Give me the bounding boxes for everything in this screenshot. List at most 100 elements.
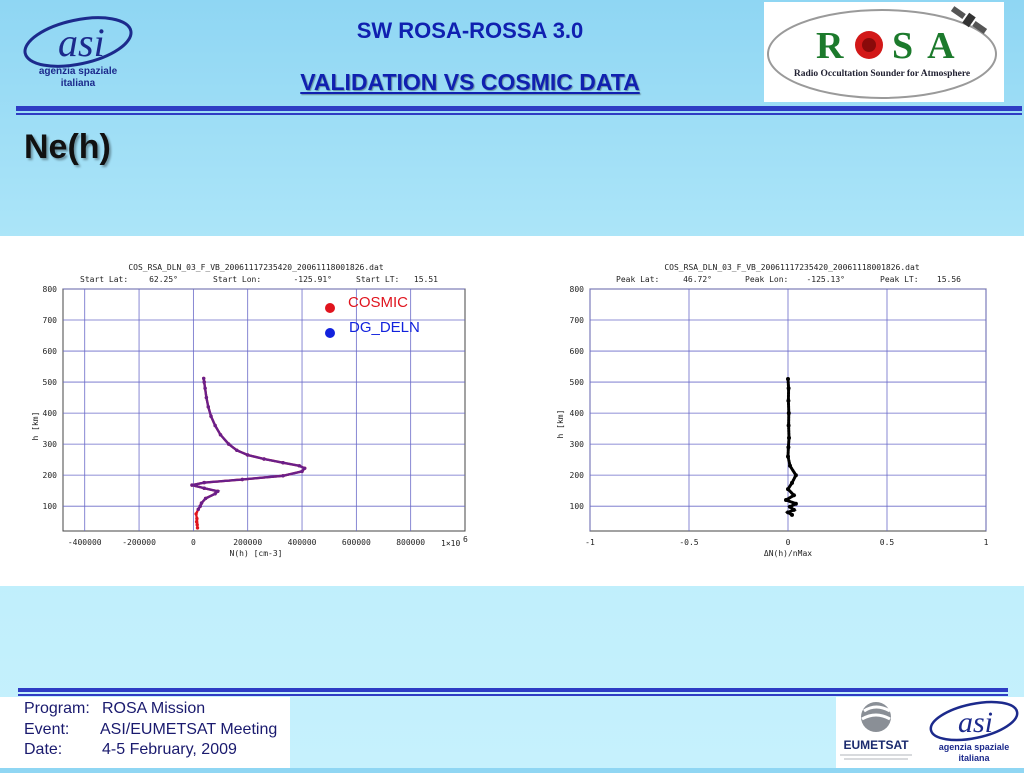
dg-deln-point [300,469,304,474]
series-point [786,445,791,450]
dg-deln-point [303,466,307,470]
x-axis-multiplier-exponent: 6 [463,535,468,544]
series-point [786,411,791,416]
rosa-logo: R SA Radio Occultation Sounder for Atmos… [764,2,1004,102]
y-tick-label: 700 [43,316,58,325]
legend-marker-cosmic [325,303,335,313]
dg-deln-point [246,453,250,457]
dg-deln-point [204,395,209,400]
series-point [786,423,791,428]
footer-date-row: Date: 4-5 February, 2009 [24,741,237,759]
legend-marker-dgdeln [325,328,335,338]
footer-date-value: 4-5 February, 2009 [102,741,237,758]
dg-deln-point [213,423,217,428]
slide-subtitle: VALIDATION VS COSMIC DATA [300,69,640,95]
x-tick-label: 400000 [288,538,317,547]
series-point [784,498,788,502]
footer-event-key: Event: [24,721,70,738]
chart-info-value: 62.25° [149,275,178,284]
dg-deln-point [202,486,206,490]
y-axis-label: h [km] [556,410,565,439]
chart-info-label: Peak LT: [880,275,919,284]
chart-info-value: 15.51 [414,275,438,284]
series-point [793,473,798,478]
series-point [791,507,796,512]
chart-title: COS_RSA_DLN_03_F_VB_20061117235420_20061… [664,263,919,272]
cosmic-point [194,512,198,516]
dg-deln-point [227,442,231,446]
dg-deln-point [240,477,244,482]
x-tick-label: 0 [786,538,791,547]
x-tick-label: 0.5 [880,538,895,547]
asi-logo-small-text-2: italiana [958,753,990,763]
chart-info-value: -125.13° [806,275,845,284]
y-tick-label: 500 [43,378,58,387]
series-point [786,487,790,492]
x-axis-label: ΔN(h)/nMax [764,549,812,558]
x-tick-label: -1 [585,538,595,547]
series-point [786,386,791,391]
y-tick-label: 200 [570,471,585,480]
y-tick-label: 700 [570,316,585,325]
dg-deln-point [216,489,220,493]
y-tick-label: 500 [570,378,585,387]
dg-deln-point [202,480,206,485]
footer-event-row: Event: ASI/EUMETSAT Meeting [24,721,277,739]
svg-text:R: R [816,25,849,67]
asi-logo-small-text-1: agenzia spaziale [939,742,1010,752]
cosmic-point [195,526,200,530]
y-tick-label: 600 [43,347,58,356]
series-point [790,480,794,485]
series-point [788,463,792,468]
dg-deln-point [281,461,285,465]
chart-canvas: COS_RSA_DLN_03_F_VB_20061117235420_20061… [31,263,989,558]
series-point [786,454,790,459]
dg-deln-point [206,405,210,409]
y-tick-label: 300 [570,440,585,449]
x-tick-label: 600000 [342,538,371,547]
y-axis-label: h [km] [31,412,40,441]
chart-panel: COS_RSA_DLN_03_F_VB_20061117235420_20061… [0,236,1024,586]
legend-label-dgdeln: DG_DELN [349,319,420,336]
series-point [786,510,790,515]
asi-logo: asi agenzia spaziale italiana [18,14,142,94]
y-tick-label: 400 [43,409,58,418]
x-tick-label: 1 [984,538,989,547]
y-tick-label: 800 [570,285,585,294]
legend-label-cosmic: COSMIC [348,294,408,311]
y-tick-label: 200 [43,471,58,480]
chart-info-value: -125.91° [293,275,332,284]
asi-logo-mark: asi [58,20,105,65]
chart-info-label: Peak Lat: [616,275,659,284]
series-point [790,512,794,517]
x-tick-label: 0 [191,538,196,547]
dg-deln-point [198,504,202,508]
asi-logo-text-1: agenzia spaziale [39,66,118,77]
series-point [787,435,791,440]
chart-info-value: 46.72° [683,275,712,284]
section-title: Ne(h) [24,128,111,166]
y-tick-label: 800 [43,285,58,294]
dg-deln-point [203,386,207,390]
svg-text:SA: SA [892,25,969,67]
chart-title: COS_RSA_DLN_03_F_VB_20061117235420_20061… [128,263,383,272]
x-tick-label: 800000 [396,538,425,547]
dg-deln-point [203,496,208,501]
y-tick-label: 100 [43,502,58,511]
footer-event-value: ASI/EUMETSAT Meeting [100,721,278,738]
x-tick-label: -0.5 [679,538,698,547]
x-axis-multiplier: 1×10 [441,539,460,548]
chart-info-label: Start Lon: [213,275,261,284]
dg-deln-point [196,507,200,511]
series-point [788,504,792,509]
chart-info-label: Start LT: [356,275,399,284]
footer-program-row: Program: ROSA Mission [24,700,205,718]
footer-info: Program: ROSA Mission Event: ASI/EUMETSAT … [0,697,290,768]
cosmic-point [194,520,199,524]
y-tick-label: 400 [570,409,585,418]
series-point [786,377,790,381]
header-divider-thin [16,113,1022,115]
chart-delta-ne-profile: COS_RSA_DLN_03_F_VB_20061117235420_20061… [556,263,989,558]
dg-deln-point [209,414,213,418]
dg-deln-point [202,376,206,381]
